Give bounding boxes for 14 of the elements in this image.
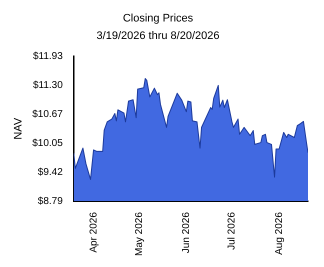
chart-title: Closing Prices — [122, 12, 194, 25]
x-tick-label: Jul 2026 — [226, 212, 238, 250]
y-tick-label: $10.67 — [32, 109, 64, 120]
y-tick-label: $9.42 — [38, 166, 64, 178]
chart-subtitle: 3/19/2026 thru 8/20/2026 — [96, 30, 220, 42]
y-tick-label: $11.93 — [32, 51, 64, 62]
x-tick-label: Apr 2026 — [88, 212, 100, 253]
y-tick-label: $11.30 — [32, 80, 64, 92]
x-tick-label: Aug 2026 — [274, 212, 285, 255]
y-axis-title: NAV — [12, 117, 25, 140]
x-tick-label: Jun 2026 — [181, 212, 192, 254]
y-tick-label: $8.79 — [38, 196, 64, 207]
y-tick-label: $10.05 — [32, 138, 64, 149]
x-tick-label: May 2026 — [134, 212, 145, 256]
